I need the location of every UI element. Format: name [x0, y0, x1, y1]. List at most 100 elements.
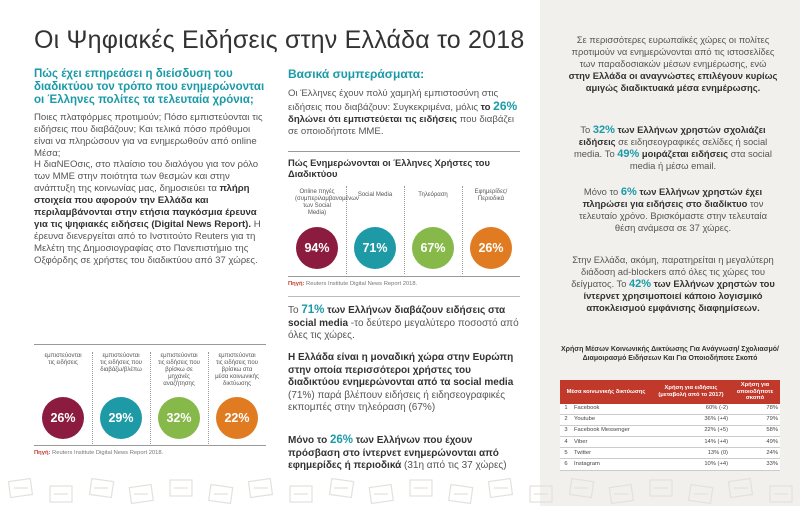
stat3-only: Μόνο το	[288, 435, 330, 446]
stat3-bold: των Ελλήνων που έχουν πρόσβαση στο ίντερ…	[288, 435, 499, 471]
stat2-text: (71%) παρά βλέπουν ειδήσεις ή ειδησεογρα…	[288, 389, 506, 414]
stat3-text: (31η από τις 37 χώρες)	[401, 460, 507, 471]
table-row: 5 Twitter 13% (0) 24%	[560, 447, 780, 460]
col3-p3-only: Μόνο το	[583, 186, 621, 197]
col3-paragraph-2: Το 32% των Ελλήνων χρηστών σχολιάζει ειδ…	[568, 124, 778, 172]
sources-divider-3	[462, 186, 463, 274]
sources-circle-2: 71%	[354, 227, 396, 269]
sources-chart-top-rule	[288, 151, 520, 152]
trust-divider-1	[92, 352, 93, 444]
table-header-network: Μέσα κοινωνικής δικτύωσης	[560, 380, 652, 404]
col2-p1-to: το	[480, 102, 494, 113]
table-cell-any-use: 24%	[730, 447, 780, 460]
trust-chart-bottom-rule	[34, 445, 266, 446]
trust-label-1: εμπιστεύονται τις ειδήσεις	[44, 353, 82, 366]
stat1-to: Το	[288, 305, 302, 316]
stat3-percent: 26%	[329, 434, 353, 446]
table-row: 6 Instagram 10% (+4) 33%	[560, 458, 780, 471]
sources-circle-3: 67%	[412, 227, 454, 269]
table-row: 3 Facebook Messenger 22% (+5) 58%	[560, 425, 780, 438]
col2-p1-percent: 26%	[493, 99, 518, 113]
sources-label-2: Social Media	[357, 192, 393, 198]
sources-label-3: Τηλεόραση	[418, 192, 448, 198]
sources-divider-2	[404, 186, 405, 274]
table-cell-network: Instagram	[572, 458, 652, 471]
stat-social-media: Το 71% των Ελλήνων διαβάζουν ειδήσεις στ…	[288, 304, 520, 343]
col1-p2-bold: πλήρη στοιχεία που αφορούν την Ελλάδα κα…	[34, 183, 257, 230]
table-cell-news-use: 14% (+4)	[652, 436, 730, 449]
table-cell-rank: 4	[560, 436, 572, 449]
sources-source-label: Πηγή:	[288, 281, 305, 287]
table-cell-news-use: 60% (-2)	[652, 403, 730, 415]
col1-paragraph-2: Η διαΝΕΟσις, στο πλαίσιο του διαλόγου γι…	[34, 159, 266, 267]
col3-p1-text: Σε περισσότερες ευρωπαϊκές χώρες οι πολί…	[571, 34, 775, 69]
stat-greece-unique: Η Ελλάδα είναι η μοναδική χώρα στην Ευρώ…	[288, 352, 520, 415]
col3-paragraph-4: Στην Ελλάδα, ακόμη, παρατηρείται η μεγαλ…	[568, 254, 778, 314]
table-cell-any-use: 33%	[730, 458, 780, 471]
col2-p1-text-d: που διαβάζει σε οποιοδήποτε ΜΜΕ.	[288, 114, 515, 137]
trust-source-label: Πηγή:	[34, 450, 51, 456]
trust-circle-1: 26%	[42, 397, 84, 439]
col2-divider	[288, 296, 520, 297]
sources-circle-1: 94%	[296, 227, 338, 269]
table-cell-network: Facebook	[572, 403, 652, 415]
table-cell-network: Twitter	[572, 447, 652, 460]
table-cell-rank: 5	[560, 447, 572, 460]
col3-paragraph-1: Σε περισσότερες ευρωπαϊκές χώρες οι πολί…	[568, 34, 778, 94]
table-row: 2 Youtube 36% (+4) 79%	[560, 414, 780, 426]
col3-p2-percent-1: 32%	[592, 124, 615, 136]
sources-label-1: Online πηγές (συμπεριλαμβανομένων των So…	[295, 189, 359, 216]
table-cell-any-use: 79%	[730, 414, 780, 426]
table-header-news-use: Χρήση για ειδήσεις (μεταβολή από το 2017…	[652, 380, 730, 404]
col3-p3-bold: των Ελλήνων χρηστών έχει πληρώσει για ει…	[582, 186, 763, 209]
trust-circle-2: 29%	[100, 397, 142, 439]
trust-source-text: Reuters Institute Digital News Report 20…	[50, 450, 164, 456]
col1-p2-text-c: Η έρευνα διενεργείται από το Ινστιτούτο …	[34, 219, 261, 266]
col3-p1-bold: στην Ελλάδα οι αναγνώστες επιλέγουν κυρί…	[568, 70, 778, 93]
table-cell-news-use: 36% (+4)	[652, 414, 730, 426]
table-cell-any-use: 58%	[730, 425, 780, 438]
social-table-title: Χρήση Μέσων Κοινωνικής Δικτύωσης Για Ανά…	[561, 346, 779, 362]
table-row: 1 Facebook 60% (-2) 78%	[560, 403, 780, 415]
table-cell-news-use: 22% (+5)	[652, 425, 730, 438]
col3-p2-text-2: στα social media ή μέσω email.	[629, 148, 772, 171]
trust-label-3: εμπιστεύονται τις ειδήσεις που βρίσκω σε…	[158, 353, 200, 387]
col1-p2-text-a: Η διαΝΕΟσις, στο πλαίσιο του διαλόγου γι…	[34, 159, 259, 194]
table-cell-any-use: 78%	[730, 403, 780, 415]
trust-divider-2	[150, 352, 151, 444]
social-media-table: Μέσα κοινωνικής δικτύωσης Χρήση για ειδή…	[560, 380, 780, 471]
col1-subhead: Πώς έχει επηρεάσει η διείσδυση του διαδι…	[34, 68, 265, 106]
trust-circle-3: 32%	[158, 397, 200, 439]
table-cell-rank: 2	[560, 414, 572, 426]
col3-p4-text: Στην Ελλάδα, ακόμη, παρατηρείται η μεγαλ…	[571, 254, 774, 289]
page-title: Οι Ψηφιακές Ειδήσεις στην Ελλάδα το 2018	[34, 26, 525, 54]
sources-circle-4: 26%	[470, 227, 512, 269]
stat1-bold: των Ελλήνων διαβάζουν ειδήσεις στα socia…	[288, 305, 506, 329]
table-cell-news-use: 13% (0)	[652, 447, 730, 460]
table-cell-rank: 6	[560, 458, 572, 471]
table-header-row: Μέσα κοινωνικής δικτύωσης Χρήση για ειδή…	[560, 380, 780, 404]
table-cell-network: Youtube	[572, 414, 652, 426]
table-cell-rank: 1	[560, 403, 572, 415]
table-cell-network: Facebook Messenger	[572, 425, 652, 438]
col3-p4-bold: των Ελλήνων χρηστών του ίντερνετ χρησιμο…	[583, 278, 775, 313]
sources-divider-1	[346, 186, 347, 274]
col3-p3-percent: 6%	[620, 186, 637, 198]
sources-source-text: Reuters Institute Digital News Report 20…	[304, 281, 418, 287]
sources-source: Πηγή: Reuters Institute Digital News Rep…	[288, 281, 417, 287]
newspaper-doodle-icon	[7, 477, 793, 505]
table-cell-any-use: 49%	[730, 436, 780, 449]
trust-label-2: εμπιστεύονται τις ειδήσεις που διαβάζω/β…	[100, 353, 142, 373]
col3-p2-text-1: σε ειδησεογραφικές σελίδες ή social medi…	[574, 136, 768, 159]
col3-paragraph-3: Μόνο το 6% των Ελλήνων χρηστών έχει πληρ…	[568, 186, 778, 234]
stat2-bold: Η Ελλάδα είναι η μοναδική χώρα στην Ευρώ…	[288, 352, 514, 388]
col3-p2-percent-2: 49%	[617, 148, 640, 160]
trust-divider-3	[208, 352, 209, 444]
col2-subhead: Βασικά συμπεράσματα:	[288, 67, 425, 81]
sources-chart-title: Πώς Ενημερώνονται οι Έλληνες Χρήστες του…	[288, 157, 490, 179]
col2-paragraph-1: Οι Έλληνες έχουν πολύ χαμηλή εμπιστοσύνη…	[288, 88, 520, 138]
table-cell-network: Viber	[572, 436, 652, 449]
table-cell-news-use: 10% (+4)	[652, 458, 730, 471]
table-body: 1 Facebook 60% (-2) 78% 2 Youtube 36% (+4) 79% 3…	[560, 403, 780, 471]
